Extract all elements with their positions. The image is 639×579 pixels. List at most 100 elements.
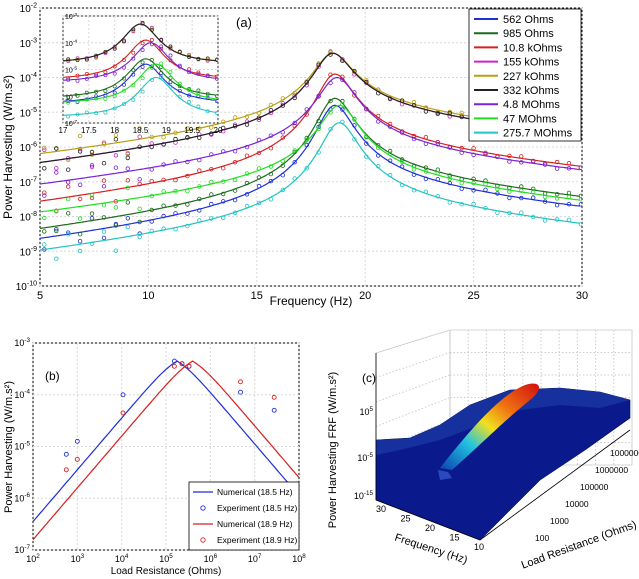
series-point bbox=[232, 210, 238, 215]
panel-a-ticks: 5 10 15 20 25 30 10-10 10-9 10-8 10-7 10-6 10-5 10-4… bbox=[16, 3, 588, 303]
series-point bbox=[268, 164, 274, 169]
inset-series-point bbox=[159, 74, 164, 79]
series-point bbox=[495, 191, 500, 196]
legend-label: 227 kOhms bbox=[503, 71, 560, 83]
series-point bbox=[65, 231, 71, 237]
series-point bbox=[185, 223, 190, 229]
series-point bbox=[256, 137, 262, 143]
series-point bbox=[399, 157, 405, 162]
c-y-tick-label: 10000 bbox=[565, 499, 589, 509]
series-line bbox=[40, 73, 580, 202]
legend-label: 4.8 MOhms bbox=[503, 99, 560, 111]
panel-b-annotation: (b) bbox=[45, 369, 60, 383]
series-point bbox=[149, 178, 154, 184]
panel-b-ticks: 102 103 104 105 106 107 108 10-7 10-6 10-5 10-4 10-… bbox=[14, 337, 306, 564]
b-series-point bbox=[171, 363, 177, 369]
series-point bbox=[471, 146, 476, 151]
series-point bbox=[137, 126, 142, 131]
series-point bbox=[423, 176, 429, 181]
series-point bbox=[340, 119, 345, 124]
series-point bbox=[292, 120, 297, 126]
series-point bbox=[185, 126, 190, 131]
series-point bbox=[185, 159, 190, 165]
series-point bbox=[304, 166, 309, 171]
series-point bbox=[113, 137, 119, 142]
y-tick-label: 10-8 bbox=[20, 211, 37, 224]
series-point bbox=[113, 248, 119, 253]
series-point bbox=[304, 135, 309, 141]
series-point bbox=[554, 166, 560, 171]
series-point bbox=[232, 159, 238, 165]
inset-series-point bbox=[168, 53, 173, 58]
series-point bbox=[376, 153, 381, 158]
series-point bbox=[220, 191, 226, 197]
b-series-point bbox=[74, 438, 80, 444]
series-point bbox=[54, 146, 59, 151]
series-point bbox=[507, 195, 512, 201]
inset-series-point bbox=[94, 73, 99, 78]
series-point bbox=[137, 177, 142, 182]
inset-series-point bbox=[131, 28, 136, 33]
b-series-point bbox=[120, 410, 126, 416]
inset-series-point bbox=[75, 73, 80, 78]
inset-series-point bbox=[149, 38, 154, 42]
series-point bbox=[578, 222, 582, 227]
series-point bbox=[471, 188, 476, 193]
y-tick-label: 10-10 bbox=[16, 281, 37, 294]
series-point bbox=[292, 93, 297, 98]
series-point bbox=[268, 197, 274, 202]
series-point bbox=[54, 170, 59, 175]
inset-series-point bbox=[94, 72, 99, 77]
inset-series-point bbox=[103, 49, 108, 54]
series-point bbox=[554, 196, 560, 201]
inset-series-point bbox=[140, 89, 145, 94]
panel-a-series bbox=[40, 49, 582, 261]
b-series-point bbox=[74, 456, 80, 462]
inset-series-point bbox=[215, 94, 218, 99]
series-point bbox=[316, 150, 321, 155]
legend-box-b bbox=[188, 481, 300, 551]
series-point bbox=[340, 57, 345, 62]
inset-series-point bbox=[187, 87, 192, 92]
legend-label: 562 Ohms bbox=[503, 14, 554, 26]
inset-series-point bbox=[159, 46, 164, 51]
series-point bbox=[149, 219, 154, 224]
series-point bbox=[566, 190, 572, 196]
legend-label: 155 kOhms bbox=[503, 57, 560, 69]
series-point bbox=[65, 196, 71, 202]
inset-series-point bbox=[131, 72, 136, 77]
b-series-point bbox=[179, 361, 185, 367]
series-point bbox=[376, 163, 381, 169]
series-point bbox=[387, 148, 393, 154]
series-point bbox=[125, 216, 130, 221]
b-legend-label: Numerical (18.5 Hz) bbox=[217, 487, 293, 497]
inset-series-point bbox=[187, 93, 192, 98]
inset-series-point bbox=[149, 42, 154, 47]
series-point bbox=[304, 137, 309, 143]
series-point bbox=[244, 144, 250, 150]
inset-series-point bbox=[122, 65, 126, 70]
series-point bbox=[566, 201, 572, 207]
inset-series-point bbox=[205, 109, 210, 114]
series-point bbox=[566, 194, 572, 200]
series-point bbox=[185, 135, 190, 140]
series-point bbox=[280, 187, 285, 193]
series-point bbox=[376, 145, 381, 150]
series-point bbox=[280, 135, 285, 140]
b-x-tick-label: 107 bbox=[248, 553, 262, 564]
series-point bbox=[459, 114, 464, 120]
surface-right-axis bbox=[479, 429, 631, 541]
series-point bbox=[376, 113, 381, 119]
series-point bbox=[280, 103, 285, 108]
series-point bbox=[495, 154, 500, 159]
series-point bbox=[101, 229, 107, 234]
series-point bbox=[209, 125, 214, 130]
series-point bbox=[149, 207, 154, 213]
series-point bbox=[209, 166, 214, 172]
inset-series-point bbox=[84, 72, 89, 76]
inset-series-point bbox=[66, 100, 71, 105]
y-tick-label: 10-2 bbox=[20, 3, 37, 16]
series-point bbox=[42, 229, 47, 234]
inset-series-point bbox=[149, 27, 154, 32]
inset-series-point bbox=[131, 83, 136, 88]
